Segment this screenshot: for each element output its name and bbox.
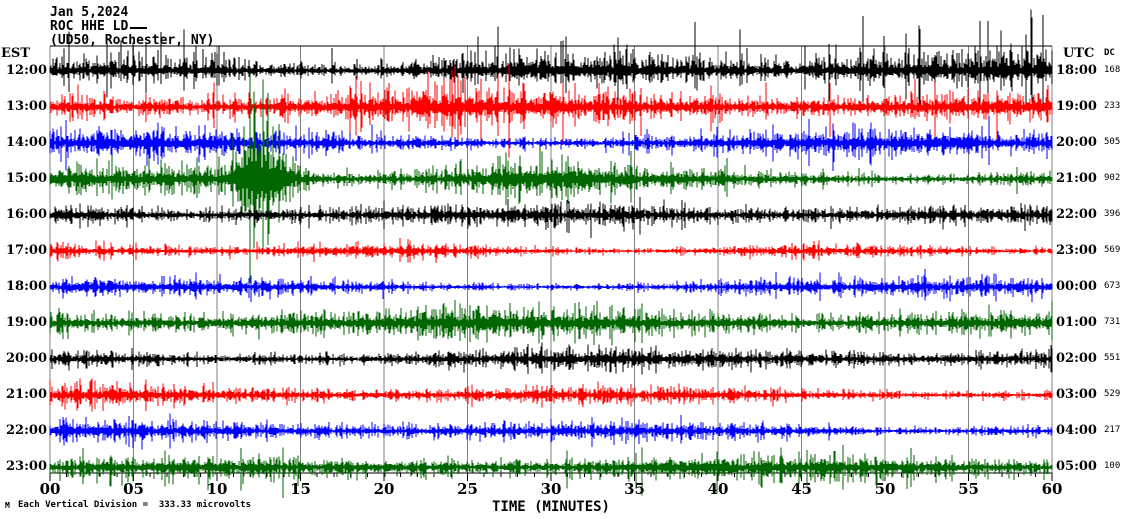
est-time-label: 16:00 — [6, 207, 47, 222]
x-tick-label: 40 — [707, 480, 729, 498]
trace-row-5 — [49, 238, 1053, 264]
x-tick-label: 45 — [791, 480, 812, 498]
dc-offset-value: 396 — [1104, 209, 1121, 219]
x-tick-label: 50 — [874, 480, 896, 498]
x-axis-title: TIME (MINUTES) — [491, 499, 610, 515]
est-time-label: 22:00 — [6, 423, 47, 438]
corner-mark: M — [5, 501, 10, 510]
utc-time-label: 01:00 — [1056, 315, 1097, 330]
station-dash-icon — [130, 27, 147, 29]
est-time-label: 12:00 — [6, 63, 47, 78]
station-location: (UD50, Rochester, NY) — [50, 33, 215, 48]
utc-time-label: 19:00 — [1056, 99, 1097, 114]
dc-offset-value: 168 — [1104, 65, 1121, 75]
right-timezone-header: UTC — [1063, 46, 1095, 61]
dc-column-header: DC — [1104, 48, 1115, 58]
utc-time-label: 02:00 — [1056, 351, 1097, 366]
dc-offset-value: 217 — [1104, 425, 1121, 435]
plot-frame — [50, 45, 1052, 474]
est-time-label: 17:00 — [6, 243, 47, 258]
est-time-label: 18:00 — [6, 279, 47, 294]
est-time-label: 21:00 — [6, 387, 47, 402]
est-time-label: 23:00 — [6, 459, 47, 474]
trace-row-1 — [49, 64, 1053, 158]
dc-offset-value: 731 — [1104, 317, 1121, 327]
est-time-label: 13:00 — [6, 99, 47, 114]
trace-row-8 — [49, 342, 1053, 375]
date-title: Jan 5,2024 — [50, 5, 129, 20]
utc-time-label: 05:00 — [1056, 459, 1097, 474]
est-time-label: 15:00 — [6, 171, 47, 186]
dc-offset-value: 551 — [1104, 353, 1121, 363]
utc-time-label: 22:00 — [1056, 207, 1097, 222]
scale-note: Each Vertical Division = 333.33 microvol… — [18, 500, 251, 510]
left-timezone-header: EST — [1, 46, 30, 61]
trace-row-9 — [49, 378, 1053, 412]
x-tick-label: 05 — [123, 480, 144, 498]
utc-time-label: 18:00 — [1056, 63, 1097, 78]
trace-row-7 — [49, 300, 1053, 346]
utc-time-label: 23:00 — [1056, 243, 1097, 258]
trace-rows — [49, 9, 1053, 499]
x-tick-label: 55 — [958, 480, 979, 498]
x-tick-label: 35 — [624, 480, 645, 498]
utc-time-label: 04:00 — [1056, 423, 1097, 438]
x-tick-label: 20 — [373, 480, 395, 498]
trace-row-0 — [49, 9, 1053, 108]
dc-offset-value: 233 — [1104, 101, 1121, 111]
utc-time-label: 00:00 — [1056, 279, 1097, 294]
dc-offset-value: 505 — [1104, 137, 1121, 147]
est-time-label: 20:00 — [6, 351, 47, 366]
dc-offset-value: 100 — [1104, 461, 1121, 471]
x-tick-label: 00 — [39, 480, 61, 498]
dc-offset-value: 529 — [1104, 389, 1121, 399]
trace-row-6 — [49, 269, 1053, 303]
dc-offset-value: 902 — [1104, 173, 1121, 183]
x-tick-label: 60 — [1041, 480, 1063, 498]
trace-row-2 — [49, 115, 1053, 172]
trace-row-4 — [49, 196, 1053, 238]
est-time-label: 14:00 — [6, 135, 47, 150]
utc-time-label: 21:00 — [1056, 171, 1097, 186]
trace-row-3 — [49, 72, 1053, 284]
station-title: ROC HHE LD — [50, 19, 129, 34]
trace-row-10 — [49, 413, 1053, 450]
dc-offset-value: 673 — [1104, 281, 1121, 291]
x-tick-label: 15 — [290, 480, 311, 498]
utc-time-label: 20:00 — [1056, 135, 1097, 150]
x-tick-label: 25 — [457, 480, 478, 498]
est-time-label: 19:00 — [6, 315, 47, 330]
x-tick-label: 30 — [540, 480, 562, 498]
dc-offset-value: 569 — [1104, 245, 1121, 255]
utc-time-label: 03:00 — [1056, 387, 1097, 402]
x-tick-label: 10 — [206, 480, 228, 498]
grid-lines — [49, 46, 1053, 473]
